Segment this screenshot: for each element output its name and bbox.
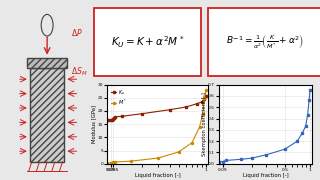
$K_u$ — [184, 106, 188, 108]
$M^*$ — [198, 126, 202, 128]
Bar — [27, 58, 68, 68]
Circle shape — [41, 14, 53, 36]
Line: $K_u$: $K_u$ — [106, 95, 207, 121]
$M^*$ — [105, 162, 109, 164]
$K_u$ — [202, 98, 206, 100]
$M^*$ — [156, 157, 160, 159]
Bar — [30, 68, 64, 162]
$K_u$ — [111, 118, 115, 120]
$M^*$ — [204, 89, 208, 91]
Text: $K_U = K + \alpha^2 M^*$: $K_U = K + \alpha^2 M^*$ — [111, 35, 184, 50]
X-axis label: Liquid fraction [-]: Liquid fraction [-] — [135, 173, 180, 178]
Legend: $K_u$, $M^*$: $K_u$, $M^*$ — [110, 87, 128, 108]
$M^*$ — [111, 161, 115, 164]
FancyBboxPatch shape — [94, 8, 201, 76]
Line: $M^*$: $M^*$ — [106, 89, 207, 164]
$M^*$ — [129, 160, 133, 162]
X-axis label: Liquid fraction [-]: Liquid fraction [-] — [243, 173, 288, 178]
$M^*$ — [177, 151, 180, 153]
Y-axis label: Modulus [GPa]: Modulus [GPa] — [91, 105, 96, 143]
$M^*$ — [201, 112, 205, 115]
FancyBboxPatch shape — [208, 8, 320, 76]
$K_u$ — [200, 101, 204, 103]
$K_u$ — [204, 95, 208, 98]
$M^*$ — [190, 142, 194, 144]
Text: $B^{-1}= \frac{1}{\alpha^2}\left(\frac{K}{M^*}+\alpha^2\right)$: $B^{-1}= \frac{1}{\alpha^2}\left(\frac{K… — [226, 33, 304, 51]
$K_u$ — [110, 119, 114, 121]
$K_u$ — [107, 119, 110, 121]
$M^*$ — [113, 161, 117, 163]
$K_u$ — [195, 103, 199, 105]
$K_u$ — [168, 109, 172, 111]
$K_u$ — [120, 115, 124, 117]
$K_u$ — [112, 117, 116, 119]
$K_u$ — [109, 119, 113, 121]
$M^*$ — [203, 97, 206, 99]
Text: $\Delta S_M$: $\Delta S_M$ — [71, 66, 88, 78]
$K_u$ — [105, 119, 109, 121]
Y-axis label: Skempton coefficient [-]: Skempton coefficient [-] — [202, 92, 207, 156]
Text: $\Delta P$: $\Delta P$ — [71, 27, 83, 38]
$K_u$ — [113, 116, 117, 118]
$M^*$ — [109, 162, 113, 164]
$K_u$ — [140, 112, 144, 115]
